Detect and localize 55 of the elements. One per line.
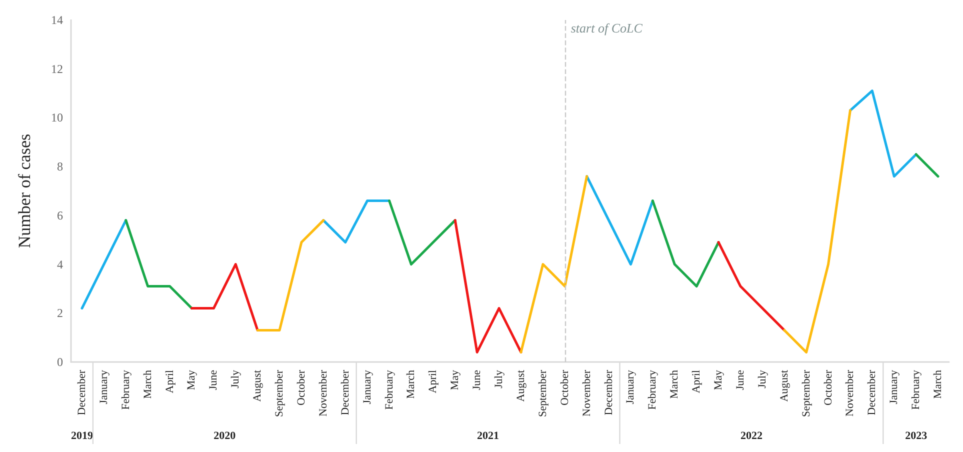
x-tick-label: November [580,370,593,416]
x-tick-label: August [514,370,527,402]
x-tick-label: February [646,370,659,410]
x-tick-label: September [274,370,286,418]
x-tick-label: December [339,370,352,416]
x-tick-label: September [800,370,812,418]
x-tick-label: December [866,370,878,416]
x-tick-label: March [405,370,418,399]
x-tick-label: December [76,370,88,416]
x-tick-label: October [822,370,834,406]
x-tick-label: June [471,370,484,390]
x-tick-label: March [668,370,681,399]
text: 2021 [477,430,500,442]
x-tick-label: July [756,370,768,388]
x-tick-label: January [98,370,110,404]
x-tick-label: September [536,370,549,418]
x-tick-label: October [558,370,571,406]
y-tick-label: 2 [57,306,63,320]
x-tick-label: January [361,370,374,404]
x-tick-label: November [844,370,856,416]
x-tick-label: July [230,370,242,388]
x-tick-label: April [427,370,440,394]
y-tick-label: 10 [51,110,63,125]
x-tick-label: August [252,370,264,402]
x-tick-label: April [164,370,176,394]
y-tick-label: 12 [51,62,63,76]
x-tick-label: March [932,370,944,399]
x-tick-label: May [186,370,198,390]
text: 2023 [905,430,928,442]
x-tick-label: January [624,370,637,404]
x-tick-label: February [383,370,396,410]
x-tick-label: June [734,370,746,390]
text: 2020 [214,430,236,442]
x-tick-label: May [712,370,725,390]
y-axis-title: Number of cases [15,134,34,248]
x-tick-label: April [690,370,703,394]
x-tick-label: January [888,370,900,404]
x-tick-label: December [602,370,615,416]
x-tick-label: July [493,370,506,388]
x-tick-label: February [120,370,132,410]
x-tick-label: October [295,370,308,406]
y-tick-label: 4 [57,257,63,272]
x-tick-label: February [910,370,922,410]
annotation: start of CoLC [570,20,643,36]
x-tick-label: June [208,370,220,390]
x-tick-label: August [778,370,790,402]
y-tick-label: 6 [57,208,63,222]
y-tick-label: 0 [57,355,63,369]
x-tick-label: November [317,370,330,416]
x-tick-label: May [449,370,462,390]
text: 2022 [740,430,763,442]
y-tick-label: 14 [51,13,63,27]
x-tick-label: March [142,370,154,399]
y-tick-label: 8 [57,160,63,174]
text: 2019 [70,430,94,442]
